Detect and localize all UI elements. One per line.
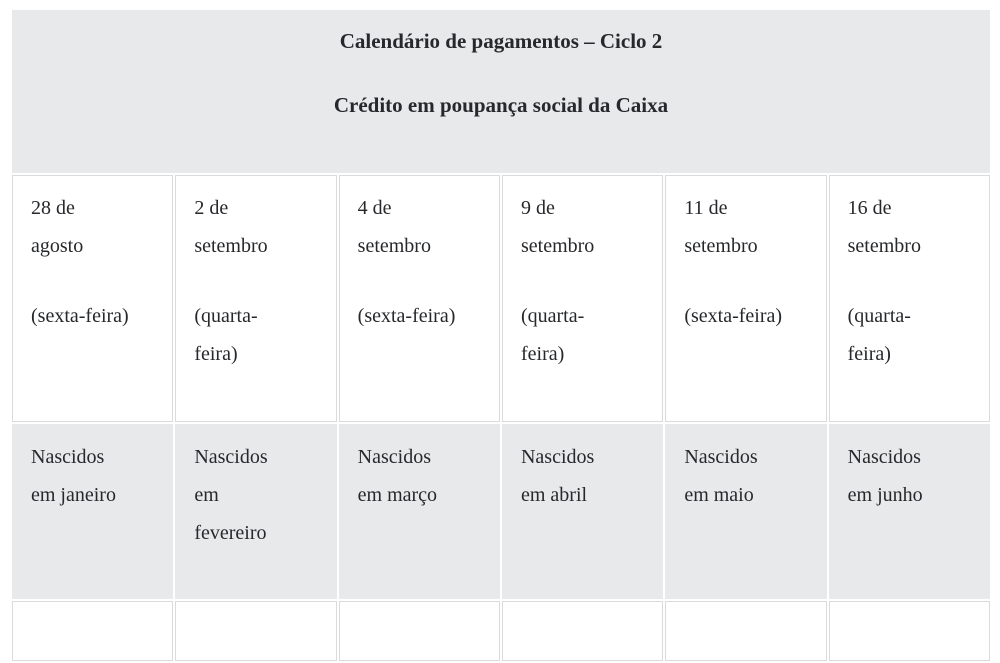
clipped-cell <box>828 601 990 661</box>
payment-date: 9 de setembro <box>520 197 595 257</box>
date-cell-6: 16 de setembro (quarta- feira) <box>828 175 990 422</box>
payment-weekday: (sexta-feira) <box>31 305 129 327</box>
clipped-next-row <box>12 601 990 661</box>
birth-group: Nascidos em março <box>357 446 438 506</box>
clipped-cell <box>338 601 500 661</box>
payment-weekday: (quarta- feira) <box>520 305 585 365</box>
birth-group-cell-3: Nascidos em março <box>338 424 500 599</box>
payment-weekday: (sexta-feira) <box>357 305 456 327</box>
payment-date: 2 de setembro <box>194 197 268 257</box>
birth-group: Nascidos em janeiro <box>31 446 116 506</box>
date-cell-4: 9 de setembro (quarta- feira) <box>501 175 664 422</box>
birth-group-cell-4: Nascidos em abril <box>501 424 664 599</box>
date-cell-5: 11 de setembro (sexta-feira) <box>665 175 827 422</box>
birth-group: Nascidos em abril <box>520 446 595 506</box>
birth-group-cell-2: Nascidos em fevereiro <box>175 424 337 599</box>
payment-date: 4 de setembro <box>357 197 431 257</box>
table-header-cell: Calendário de pagamentos – Ciclo 2 Crédi… <box>12 10 990 173</box>
birth-group-cell-6: Nascidos em junho <box>828 424 990 599</box>
birth-group: Nascidos em fevereiro <box>194 446 268 544</box>
table-title: Calendário de pagamentos – Ciclo 2 <box>339 29 663 53</box>
payment-schedule-table: Calendário de pagamentos – Ciclo 2 Crédi… <box>10 8 992 663</box>
clipped-cell <box>175 601 337 661</box>
payment-weekday: (quarta- feira) <box>194 305 258 365</box>
payment-weekday: (sexta-feira) <box>684 305 783 327</box>
payment-date: 16 de setembro <box>847 197 921 257</box>
birth-month-row: Nascidos em janeiro Nascidos em fevereir… <box>12 424 990 599</box>
table-header-row: Calendário de pagamentos – Ciclo 2 Crédi… <box>12 10 990 173</box>
birth-group: Nascidos em junho <box>847 446 923 506</box>
clipped-cell <box>12 601 174 661</box>
payment-weekday: (quarta- feira) <box>847 305 911 365</box>
date-cell-2: 2 de setembro (quarta- feira) <box>175 175 337 422</box>
payment-dates-row: 28 de agosto (sexta-feira) 2 de setembro… <box>12 175 990 422</box>
birth-group: Nascidos em maio <box>684 446 758 506</box>
payment-date: 28 de agosto <box>31 197 84 257</box>
birth-group-cell-1: Nascidos em janeiro <box>12 424 174 599</box>
payment-date: 11 de setembro <box>684 197 758 257</box>
date-cell-3: 4 de setembro (sexta-feira) <box>338 175 500 422</box>
date-cell-1: 28 de agosto (sexta-feira) <box>12 175 174 422</box>
clipped-cell <box>665 601 827 661</box>
birth-group-cell-5: Nascidos em maio <box>665 424 827 599</box>
clipped-cell <box>501 601 664 661</box>
table-subtitle: Crédito em poupança social da Caixa <box>333 93 669 117</box>
